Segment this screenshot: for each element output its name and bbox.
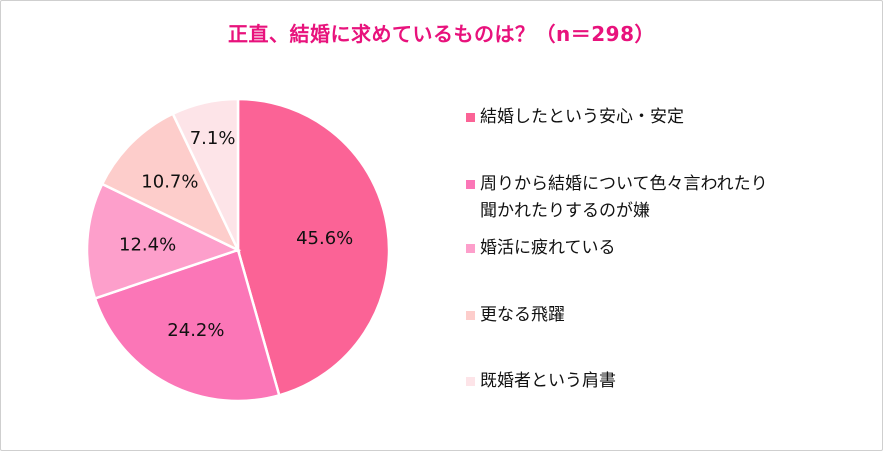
- legend-label: 婚活に疲れている: [480, 238, 616, 258]
- legend-swatch: [466, 180, 475, 189]
- slice-value-label: 45.6%: [296, 228, 353, 249]
- pie-slice: [93, 248, 281, 403]
- chart-title: 正直、結婚に求めているものは？（n＝298）: [228, 22, 655, 46]
- legend-swatch: [466, 244, 475, 253]
- legend-label-line-1: 周りから結婚について色々言われたり: [480, 174, 768, 194]
- pie-slice: [100, 112, 241, 253]
- slice-value-label: 7.1%: [190, 128, 236, 149]
- pie-slice: [236, 97, 391, 397]
- pie-slice: [85, 182, 242, 301]
- pie-slices: [85, 97, 391, 403]
- slice-value-label: 12.4%: [119, 234, 176, 255]
- legend-label: 更なる飛躍: [480, 305, 565, 325]
- legend-label-line-2: 聞かれたりするのが嫌: [480, 201, 650, 221]
- legend-swatch: [466, 311, 475, 320]
- pie-slice: [171, 97, 240, 251]
- pie-labels: 45.6% 24.2% 12.4% 10.7% 7.1%: [119, 128, 353, 341]
- legend-label: 結婚したという安心・安定: [480, 107, 684, 127]
- legend-swatch: [466, 377, 475, 386]
- slice-value-label: 24.2%: [167, 320, 224, 341]
- legend-label: 既婚者という肩書: [480, 371, 616, 391]
- slice-value-label: 10.7%: [141, 172, 198, 193]
- legend-swatch: [466, 113, 475, 122]
